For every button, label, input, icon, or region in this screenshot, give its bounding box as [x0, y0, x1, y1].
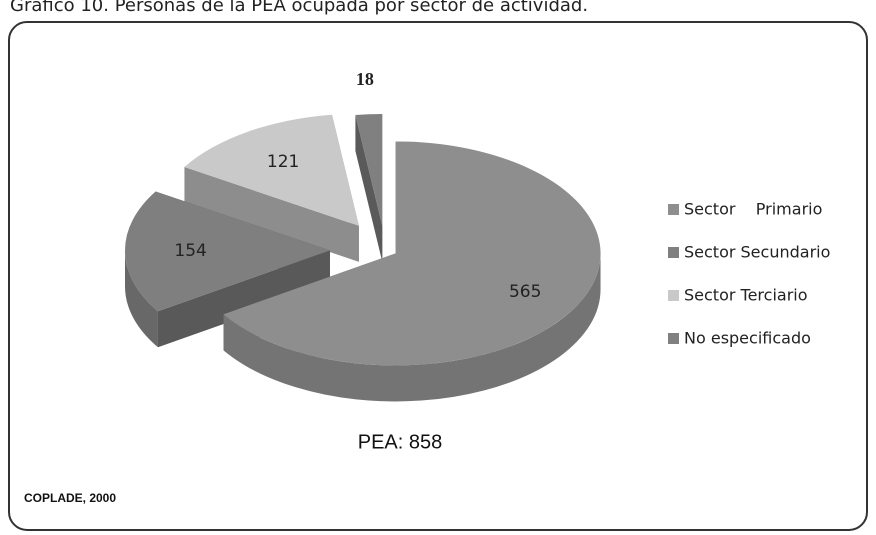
- slice: [184, 114, 359, 226]
- slice-side: [223, 253, 601, 402]
- slice-wall: [184, 167, 359, 262]
- value-label: 154: [174, 241, 206, 261]
- value-label: 565: [509, 282, 541, 302]
- source: COPLADE, 2000: [24, 491, 116, 505]
- slice-wall: [355, 115, 383, 263]
- slice: [355, 114, 383, 227]
- legend-swatch: [668, 204, 679, 215]
- legend-swatch: [668, 247, 679, 258]
- slice: [125, 191, 331, 312]
- value-label: 18: [356, 69, 374, 89]
- slice-wall: [157, 250, 331, 348]
- legend-label: No especificado: [684, 329, 811, 348]
- annotation: PEA: 858: [358, 431, 443, 453]
- slice: [223, 141, 601, 366]
- legend-label: Sector Terciario: [684, 286, 808, 305]
- value-label: 121: [267, 152, 299, 172]
- legend-label: Sector Secundario: [684, 243, 830, 262]
- legend-swatch: [668, 333, 679, 344]
- slice-side: [125, 250, 158, 348]
- legend-swatch: [668, 290, 679, 301]
- chart-title: Gráfico 10. Personas de la PEA ocupada p…: [10, 0, 588, 16]
- legend-label: Sector Primario: [684, 200, 822, 219]
